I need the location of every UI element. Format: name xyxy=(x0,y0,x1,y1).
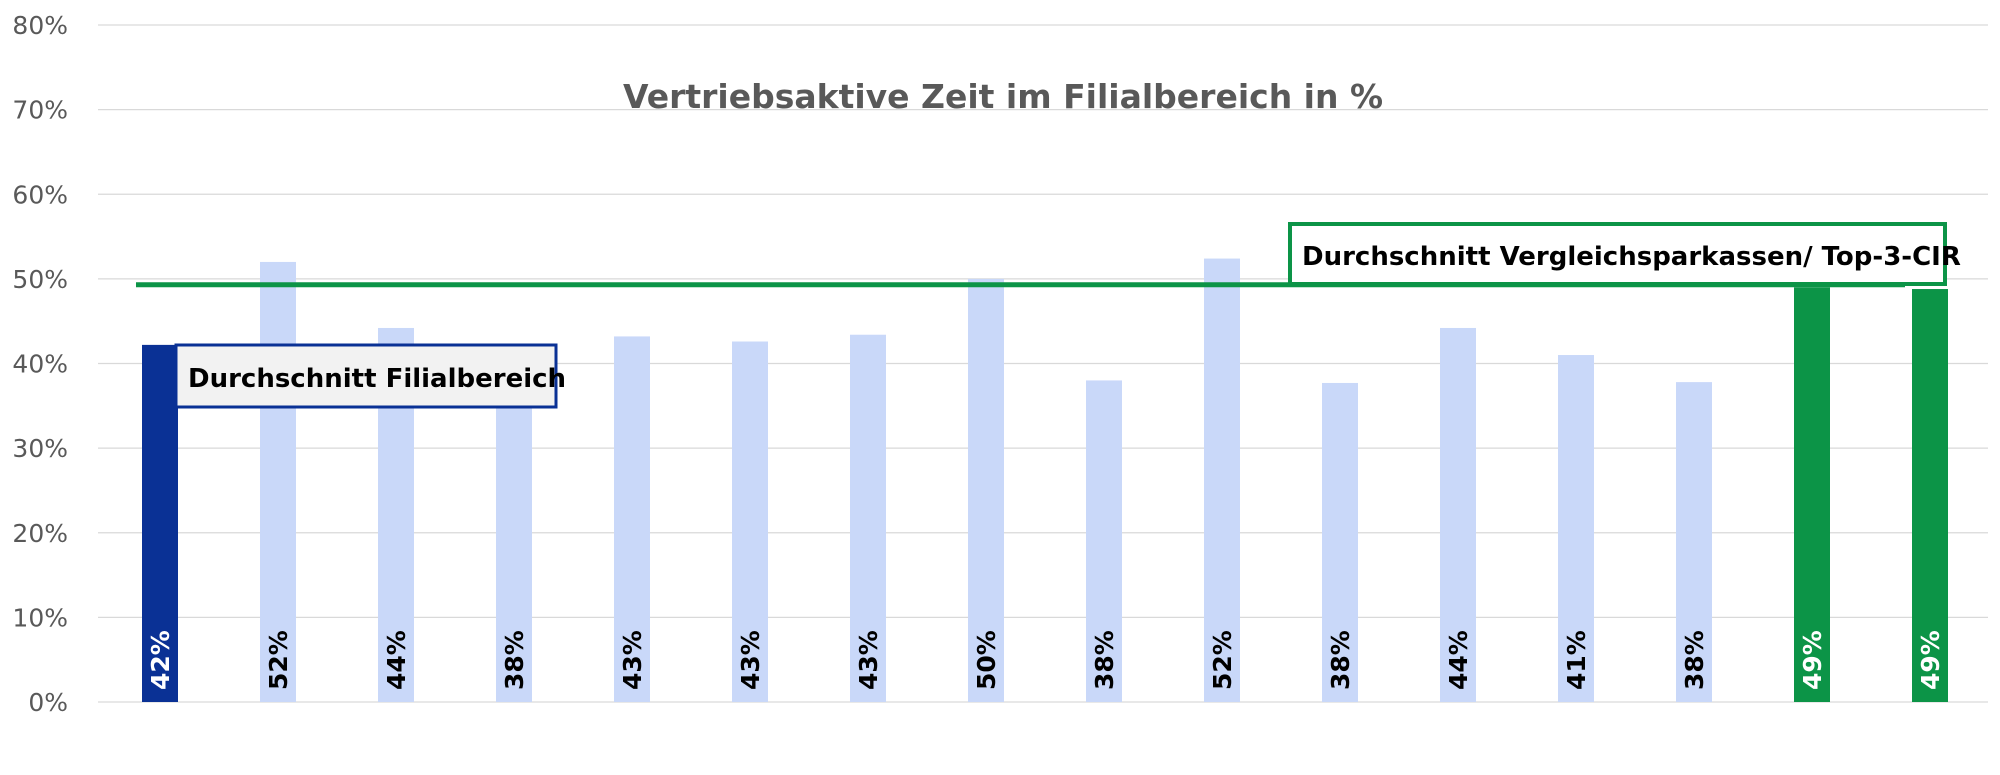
y-tick-label: 30% xyxy=(12,434,68,463)
chart-title: Vertriebsaktive Zeit im Filialbereich in… xyxy=(623,77,1383,116)
data-label: 43% xyxy=(854,630,883,690)
data-label: 43% xyxy=(736,630,765,690)
data-label: 43% xyxy=(618,630,647,690)
annotations: Durchschnitt Filialbereich Durchschnitt V… xyxy=(174,222,1961,409)
data-label: 38% xyxy=(1326,630,1355,690)
bar xyxy=(1322,382,1358,702)
bar xyxy=(850,334,886,702)
y-tick-label: 40% xyxy=(12,350,68,379)
y-tick-label: 80% xyxy=(12,11,68,40)
data-label: 42% xyxy=(146,630,175,690)
bar xyxy=(1558,355,1594,702)
bar xyxy=(1794,287,1830,702)
data-label: 44% xyxy=(382,630,411,690)
callout-box-filialbereich xyxy=(174,343,558,409)
data-label: 38% xyxy=(1680,630,1709,690)
y-tick-label: 0% xyxy=(28,688,68,717)
y-tick-label: 10% xyxy=(12,603,68,632)
bar xyxy=(496,380,532,702)
data-label: 49% xyxy=(1916,630,1945,690)
bar xyxy=(614,336,650,702)
y-tick-label: 60% xyxy=(12,180,68,209)
data-label: 38% xyxy=(500,630,529,690)
y-tick-label: 20% xyxy=(12,519,68,548)
data-label: 44% xyxy=(1444,630,1473,690)
bar xyxy=(968,278,1004,702)
callout-box-vergleichsparkassen xyxy=(1288,222,1947,286)
bar xyxy=(142,344,178,702)
callout-text-filialbereich: Durchschnitt Filialbereich xyxy=(188,364,566,394)
y-axis-ticks: 0% 10% 20% 30% 40% 50% 60% 70% 80% xyxy=(12,11,68,717)
bars xyxy=(142,258,1948,702)
bar xyxy=(732,341,768,702)
data-label: 52% xyxy=(1208,630,1237,690)
data-label: 41% xyxy=(1562,630,1591,690)
bar xyxy=(1086,380,1122,702)
callout-text-vergleichsparkassen: Durchschnitt Vergleichsparkassen/ Top-3-… xyxy=(1302,242,1961,272)
bar xyxy=(1440,327,1476,702)
bar xyxy=(1912,289,1948,702)
data-label: 50% xyxy=(972,630,1001,690)
y-tick-label: 50% xyxy=(12,265,68,294)
bar xyxy=(1676,382,1712,702)
data-label: 52% xyxy=(264,630,293,690)
y-tick-label: 70% xyxy=(12,96,68,125)
data-label: 49% xyxy=(1798,630,1827,690)
data-labels: 42% 52% 44% 38% 43% 43% 43% 50% 38% 52% 38% 44% 41% 3… xyxy=(146,630,1945,690)
bar xyxy=(1204,258,1240,702)
data-label: 38% xyxy=(1090,630,1119,690)
bar xyxy=(260,261,296,702)
